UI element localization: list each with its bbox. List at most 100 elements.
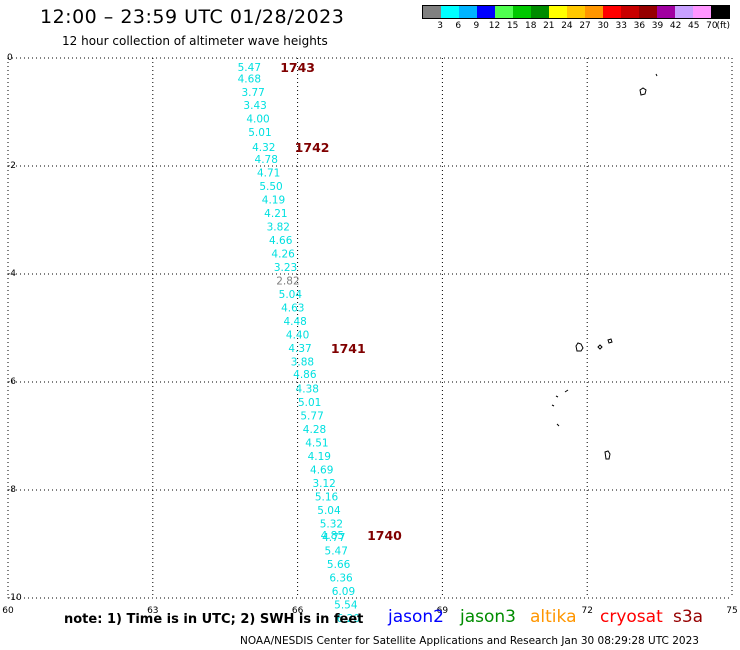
legend-tick-label: 45 bbox=[688, 21, 700, 31]
legend-tick-label: 12 bbox=[488, 21, 501, 31]
wave-height-label: 5.66 bbox=[327, 559, 351, 571]
island-outline bbox=[607, 338, 613, 344]
legend-tick-label: 27 bbox=[579, 21, 591, 31]
x-tick-label: 69 bbox=[437, 606, 449, 616]
satellite-s3a: s3a bbox=[673, 607, 704, 627]
legend-tick-label: 24 bbox=[561, 21, 573, 31]
island-outline bbox=[556, 423, 560, 427]
legend-tick-label: 39 bbox=[651, 21, 664, 31]
legend-tick-label: 30 bbox=[597, 21, 609, 31]
island-outline bbox=[655, 73, 658, 77]
wave-height-label: 3.82 bbox=[267, 221, 290, 233]
legend-tick-label: 9 bbox=[473, 21, 480, 31]
legend-swatch bbox=[657, 6, 675, 18]
island-outline bbox=[564, 389, 569, 393]
legend-swatch bbox=[513, 6, 531, 18]
wave-height-label: 4.69 bbox=[310, 464, 333, 476]
pass-number-label: 1743 bbox=[280, 60, 315, 75]
footer-note: note: 1) Time is in UTC; 2) SWH is in fe… bbox=[64, 612, 364, 627]
legend-ticks: (ft) 3 6 9 12 15 18 21 24 27 30 33 36 39 42 45 70 bbox=[422, 19, 730, 33]
wave-height-label: 5.04 bbox=[317, 505, 341, 517]
legend-tick-label: 21 bbox=[543, 21, 555, 31]
legend-tick-label: 70 bbox=[706, 21, 718, 31]
wave-height-label: 5.32 bbox=[320, 518, 343, 530]
x-tick-label: 75 bbox=[726, 606, 737, 616]
wave-height-label: 4.78 bbox=[255, 154, 278, 166]
color-legend: (ft) 3 6 9 12 15 18 21 24 27 30 33 36 39 42 45 70 bbox=[422, 5, 730, 37]
legend-swatch bbox=[675, 6, 693, 18]
satellite-jason3: jason3 bbox=[460, 607, 516, 627]
wave-height-label: 4.71 bbox=[257, 167, 280, 179]
wave-height-label: 5.54 bbox=[334, 599, 358, 611]
wave-height-label: 6.36 bbox=[329, 572, 353, 584]
legend-swatch bbox=[423, 6, 441, 18]
wave-height-label: 5.01 bbox=[298, 397, 321, 409]
legend-unit: (ft) bbox=[716, 21, 730, 31]
wave-height-label: 4.37 bbox=[288, 343, 311, 355]
wave-height-label: 5.77 bbox=[300, 410, 323, 422]
legend-swatch bbox=[603, 6, 621, 18]
wave-height-label: 5.01 bbox=[248, 127, 271, 139]
wave-height-label: 5.04 bbox=[279, 289, 303, 301]
legend-swatch bbox=[441, 6, 459, 18]
page-subtitle: 12 hour collection of altimeter wave hei… bbox=[62, 34, 328, 48]
legend-swatch bbox=[495, 6, 513, 18]
wave-height-label: 3.43 bbox=[243, 100, 266, 112]
wave-height-label: 4.21 bbox=[264, 208, 287, 220]
wave-height-label: 4.86 bbox=[293, 369, 317, 381]
satellite-altika: altika bbox=[530, 607, 577, 627]
legend-swatch bbox=[531, 6, 549, 18]
legend-swatch bbox=[567, 6, 585, 18]
pass-number-label: 1741 bbox=[331, 341, 366, 356]
x-tick-label: 63 bbox=[147, 606, 158, 616]
legend-swatch bbox=[621, 6, 639, 18]
page-title: 12:00 – 23:59 UTC 01/28/2023 bbox=[40, 6, 345, 28]
wave-height-label: 3.88 bbox=[291, 356, 314, 368]
legend-tick-label: 18 bbox=[524, 21, 537, 31]
wave-height-label: 4.26 bbox=[271, 248, 295, 260]
legend-swatch bbox=[585, 6, 603, 18]
wave-height-label: 5.50 bbox=[259, 181, 282, 193]
pass-number-label: 1740 bbox=[367, 528, 402, 543]
wave-height-label: 6.09 bbox=[332, 586, 355, 598]
island-outline bbox=[639, 87, 647, 96]
island-outline bbox=[597, 344, 603, 350]
wave-height-label: 3.23 bbox=[274, 262, 297, 274]
pass-number-label: 1742 bbox=[295, 140, 330, 155]
wave-height-label: 5.16 bbox=[315, 491, 339, 503]
y-tick-label: -10 bbox=[7, 593, 22, 603]
y-tick-label: -8 bbox=[7, 485, 16, 495]
wave-height-label: 6.20 bbox=[337, 613, 360, 625]
legend-swatch bbox=[459, 6, 477, 18]
wave-height-label: 4.68 bbox=[238, 74, 261, 86]
wave-height-label: 4.40 bbox=[286, 329, 309, 341]
wave-height-label: 4.66 bbox=[269, 235, 293, 247]
legend-tick-label: 42 bbox=[669, 21, 682, 31]
legend-tick-label: 6 bbox=[455, 21, 462, 31]
island-outline bbox=[555, 395, 559, 398]
legend-swatch bbox=[693, 6, 711, 18]
x-tick-label: 60 bbox=[2, 606, 14, 616]
x-tick-label: 66 bbox=[292, 606, 304, 616]
y-tick-label: -2 bbox=[7, 161, 16, 171]
legend-swatches bbox=[422, 5, 730, 19]
legend-tick-label: 36 bbox=[633, 21, 646, 31]
legend-swatch bbox=[711, 6, 729, 18]
legend-swatch bbox=[549, 6, 567, 18]
island-outline bbox=[551, 404, 555, 407]
legend-tick-label: 15 bbox=[506, 21, 519, 31]
wave-height-label: 4.51 bbox=[305, 437, 328, 449]
legend-tick-label: 33 bbox=[615, 21, 628, 31]
island-outline bbox=[604, 450, 611, 460]
wave-height-label: 4.32 bbox=[252, 142, 275, 154]
island-outline bbox=[575, 342, 584, 352]
wave-height-label: 5.47 bbox=[238, 62, 261, 74]
wave-height-label: 4.85 bbox=[321, 530, 344, 542]
wave-height-label: 4.63 bbox=[281, 302, 304, 314]
y-tick-label: 0 bbox=[7, 53, 13, 63]
legend-swatch bbox=[477, 6, 495, 18]
legend-tick-label: 3 bbox=[437, 21, 443, 31]
x-tick-label: 72 bbox=[581, 606, 592, 616]
wave-height-label: 4.00 bbox=[246, 113, 269, 125]
